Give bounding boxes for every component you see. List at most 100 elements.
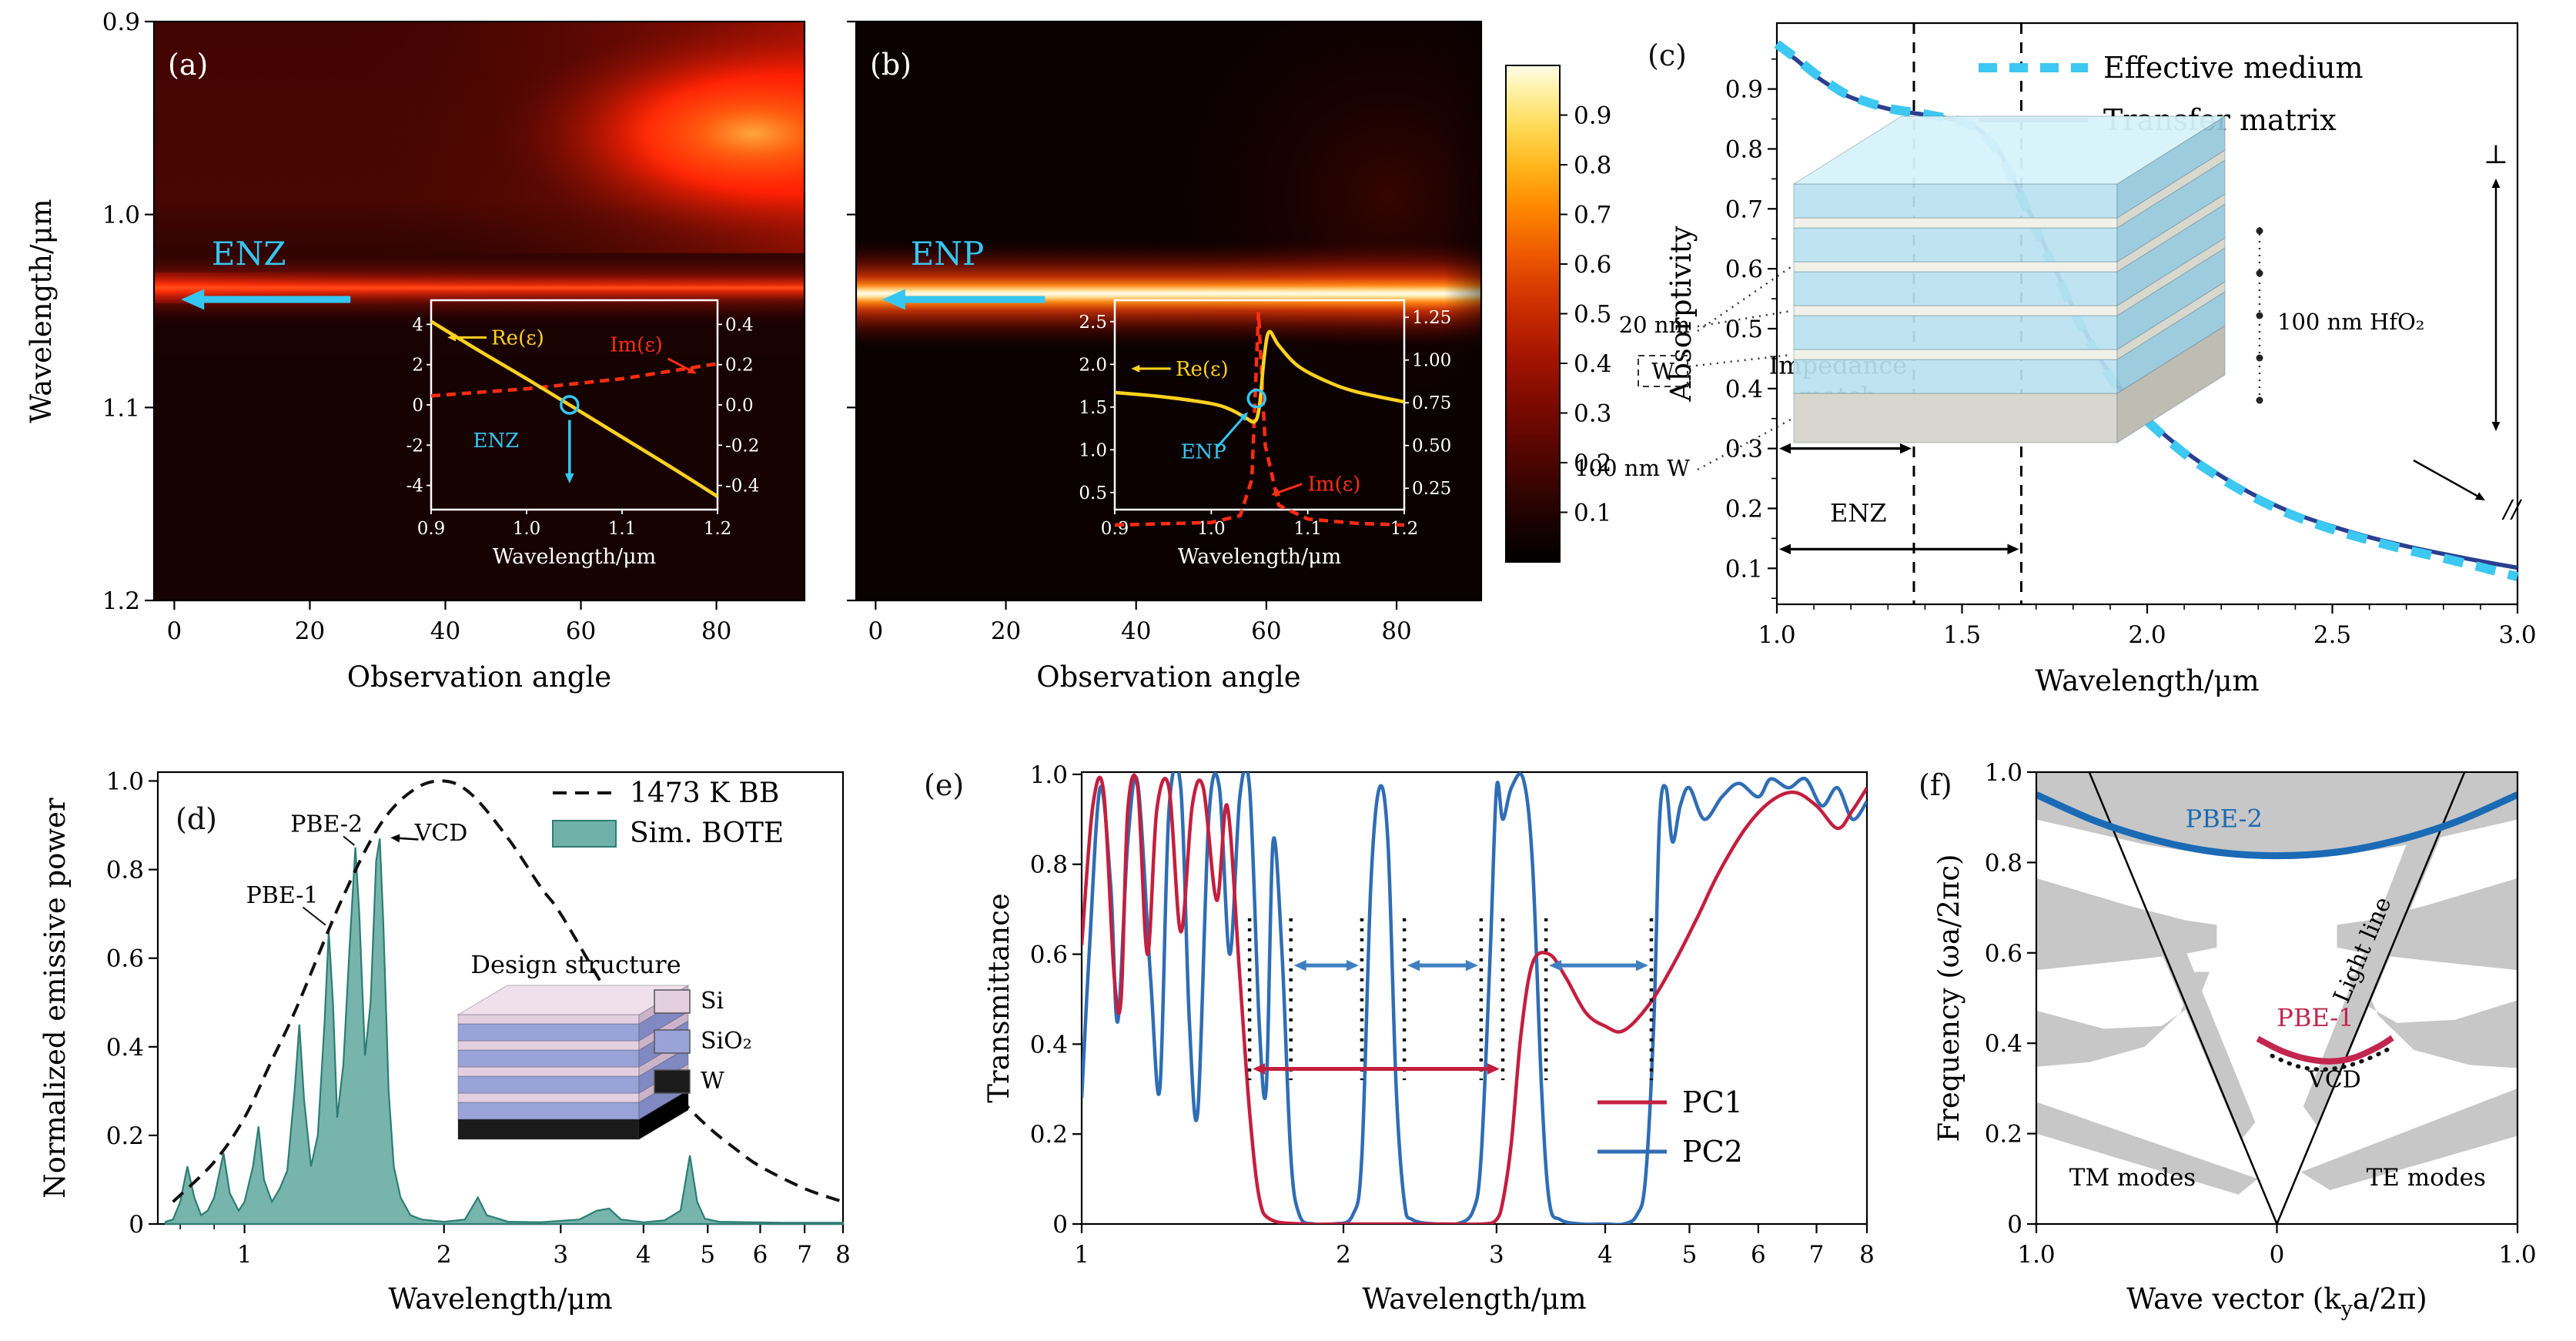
- material-swatch-2: [654, 1069, 691, 1094]
- inset-yr-tick-label: 1.25: [1412, 308, 1451, 328]
- y-tick-label-e: 0.6: [1030, 941, 1068, 969]
- legend-label-pc2: PC2: [1682, 1135, 1743, 1169]
- panel-label-b: (b): [870, 48, 912, 82]
- inset-yr-tick-label: 0.4: [725, 315, 754, 335]
- inset-x-tick-label: 1.1: [1293, 519, 1322, 539]
- legend-label-effective-medium: Effective medium: [2103, 51, 2363, 85]
- y-tick-label-c: 0.1: [1725, 555, 1763, 583]
- x-tick-label-b: 40: [1121, 617, 1151, 645]
- inset-yl-tick-label: 1.0: [1079, 440, 1107, 460]
- x-axis-title-e: Wavelength/μm: [1362, 1282, 1586, 1316]
- x-tick-label-c: 2.0: [2128, 621, 2166, 649]
- legend-label-bote: Sim. BOTE: [630, 818, 784, 849]
- x-tick-label-e: 3: [1489, 1241, 1504, 1269]
- panel-e-curves: [1082, 772, 1867, 1224]
- colorbar-tick-label: 0.3: [1574, 400, 1611, 428]
- stack-d-layer-front: [457, 1040, 640, 1051]
- y-tick-label-e: 0.2: [1030, 1121, 1068, 1149]
- panel-f-bands: [2036, 772, 2517, 1224]
- span-arrow-1-head: [2007, 543, 2019, 555]
- blackbody-curve: [172, 779, 844, 1204]
- perp-axis-arrow-head: [2491, 179, 2501, 188]
- inset-x-tick-label: 1.2: [1390, 519, 1419, 539]
- label-perp: ⊥: [2484, 139, 2508, 170]
- x-tick-label-a: 60: [566, 617, 596, 645]
- y-tick-label-c: 0.9: [1725, 76, 1763, 104]
- im-pointer-line: [1276, 483, 1303, 494]
- x-tick-label-c: 1.0: [1758, 621, 1795, 649]
- mode-continuum-region-1: [2036, 878, 2217, 971]
- y-tick-label-c: 0.6: [1725, 256, 1763, 283]
- x-tick-label-d: 5: [700, 1241, 715, 1269]
- panel-b-heatmap-canvas: [856, 22, 1481, 600]
- x-axis-title-a: Observation angle: [347, 660, 611, 694]
- inset-yl-tick-label: 2: [412, 356, 423, 376]
- pbe1-label: PBE-1: [2277, 1003, 2354, 1032]
- legend-label-pc1: PC1: [1682, 1085, 1743, 1119]
- inset-x-axis-title: Wavelength/μm: [493, 545, 657, 569]
- y-tick-label-f: 0.2: [1985, 1121, 2022, 1149]
- pc2-curve: [1082, 772, 1867, 1224]
- bandgap-arrow-2-head: [1635, 959, 1648, 971]
- mode-continuum-region-8: [2036, 1102, 2258, 1195]
- span-arrow-0-head: [1899, 443, 1912, 454]
- x-tick-label-a: 80: [701, 617, 731, 645]
- y-tick-label-e: 0.4: [1030, 1031, 1068, 1058]
- y-tick-label-f: 0.8: [1985, 849, 2022, 877]
- x-tick-label-b: 0: [868, 617, 884, 645]
- colorbar-tick-label: 0.7: [1574, 202, 1611, 229]
- x-tick-label-a: 40: [430, 617, 460, 645]
- x-tick-label-a: 20: [295, 617, 325, 645]
- leader-20nm-2: [1697, 266, 1791, 333]
- inset-yr-tick-label: 0.2: [725, 356, 754, 376]
- mode-continuum-region-4: [2347, 975, 2517, 1068]
- label-100nm-hfo2: 100 nm HfO₂: [2277, 309, 2424, 335]
- pbe2-label: PBE-2: [2186, 804, 2263, 834]
- enz-main-arrow-head: [181, 289, 205, 310]
- x-tick-label-d: 6: [753, 1241, 768, 1269]
- y-tick-label-e: 1.0: [1030, 761, 1068, 789]
- panel-label-e: (e): [924, 768, 965, 802]
- y-tick-label-c: 0.3: [1725, 436, 1763, 463]
- y-tick-label-a: 0.9: [102, 8, 140, 36]
- y-tick-label-a: 1.0: [102, 202, 140, 229]
- label-parallel: //: [2501, 494, 2523, 523]
- stack-d-layer-front: [457, 1102, 640, 1120]
- inset-yr-tick-label: 0.50: [1412, 436, 1451, 456]
- panel-label-d: (d): [176, 802, 217, 836]
- material-swatch-1: [654, 1029, 691, 1054]
- x-tick-label-b: 60: [1251, 617, 1281, 645]
- plot-frame-b: [855, 20, 1483, 602]
- inset-x-tick-label: 1.1: [608, 519, 637, 539]
- inset-yl-tick-label: 4: [412, 315, 423, 335]
- stack-c-layer-front: [1793, 217, 2118, 229]
- y-tick-label-c: 0.7: [1725, 196, 1763, 223]
- stack-c-layer-front: [1793, 305, 2118, 316]
- stack-c-layer-front: [1793, 261, 2118, 273]
- inset-x-tick-label: 1.0: [513, 519, 541, 539]
- inset-yl-tick-label: 2.5: [1079, 313, 1107, 333]
- inset-x-axis-title: Wavelength/μm: [1178, 545, 1342, 569]
- vcd-label: VCD: [2307, 1067, 2361, 1094]
- annotation-c-1-0: ENZ: [1830, 499, 1887, 528]
- design-structure-title: Design structure: [470, 950, 681, 979]
- inset-yl-tick-label: 1.5: [1079, 398, 1107, 418]
- y-axis-title-a: Wavelength/μm: [25, 199, 58, 423]
- x-tick-label-d: 8: [835, 1241, 851, 1269]
- span-arrow-1-head: [1779, 543, 1791, 555]
- y-tick-label-f: 1.0: [1985, 759, 2022, 787]
- inset-yr-tick-label: -0.2: [725, 436, 759, 456]
- x-tick-label-d: 1: [237, 1241, 253, 1269]
- stack-c-layer-front: [1793, 183, 2118, 219]
- stack-d-layer-front: [457, 1023, 640, 1042]
- inset-yl-tick-label: 0: [412, 396, 423, 416]
- x-tick-label-f: 1.0: [2017, 1241, 2055, 1269]
- inset-re-curve: [430, 319, 719, 498]
- inset-x-tick-label: 0.9: [1101, 519, 1129, 539]
- x-tick-label-f: 1.0: [2498, 1241, 2536, 1269]
- enp-main-label: ENP: [911, 235, 985, 273]
- light-line-right: [2276, 772, 2466, 1224]
- im-pointer-head: [687, 366, 697, 374]
- peak-label-VCD: VCD: [414, 820, 468, 847]
